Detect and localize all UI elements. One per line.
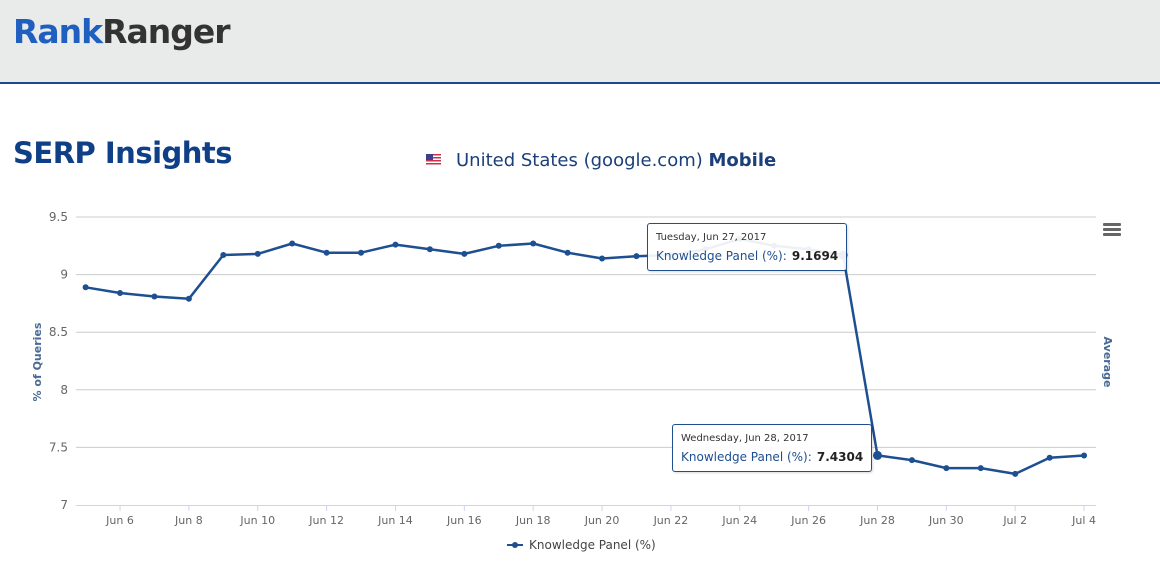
location-label: United States (google.com) — [456, 150, 703, 171]
tooltip-series: Knowledge Panel (%): — [656, 249, 787, 263]
logo-ranger: Ranger — [102, 12, 230, 51]
data-point — [254, 250, 261, 257]
data-point — [495, 242, 502, 249]
x-tick-label: Jul 4 — [1071, 514, 1096, 527]
data-point — [151, 293, 158, 300]
device-label: Mobile — [708, 150, 777, 171]
logo-rank: Rank — [13, 12, 103, 51]
x-tick-label: Jun 26 — [790, 514, 826, 527]
tooltip-value: 7.4304 — [816, 450, 864, 464]
data-point — [1046, 454, 1053, 461]
data-point — [392, 241, 399, 248]
x-tick-label: Jun 30 — [928, 514, 964, 527]
hamburger-menu-icon[interactable] — [1103, 223, 1121, 237]
y-tick-label: 9 — [60, 268, 68, 282]
x-tick-label: Jun 10 — [239, 514, 275, 527]
line-chart: 7 7.5 8 8.5 9 9.5 Jun 6 Jun 8 Jun 10 Jun 12 Jun 1… — [31, 210, 1114, 527]
series-line — [85, 237, 1085, 476]
y-tick-label: 9.5 — [49, 210, 68, 224]
data-point — [872, 450, 882, 460]
data-point — [461, 250, 468, 257]
data-point — [633, 253, 640, 260]
us-flag-icon — [426, 154, 441, 165]
x-axis: Jun 6 Jun 8 Jun 10 Jun 12 Jun 14 Jun 16 Jun 18… — [76, 505, 1096, 527]
tooltip-value: 9.1694 — [791, 249, 839, 263]
data-point — [185, 295, 192, 302]
x-tick-label: Jul 2 — [1002, 514, 1027, 527]
data-point — [82, 284, 89, 291]
header-bar: RankRanger — [0, 0, 1160, 84]
x-tick-label: Jun 12 — [308, 514, 344, 527]
series-knowledge-panel — [82, 235, 1088, 477]
x-tick-label: Jun 22 — [653, 514, 689, 527]
y-axis-title-right: Average — [1101, 337, 1114, 388]
data-point — [220, 252, 227, 259]
data-point — [977, 465, 984, 472]
tooltip-date: Tuesday, Jun 27, 2017 — [656, 232, 767, 243]
tooltip-date: Wednesday, Jun 28, 2017 — [681, 433, 809, 444]
grid-lines — [76, 216, 1096, 448]
rankranger-logo[interactable]: RankRanger — [13, 12, 231, 51]
y-tick-label: 8 — [60, 383, 68, 397]
x-tick-label: Jun 20 — [584, 514, 620, 527]
data-point — [1081, 452, 1088, 459]
y-axis-title: % of Queries — [31, 322, 44, 401]
data-point — [908, 457, 915, 464]
legend-item-knowledge-panel[interactable]: Knowledge Panel (%) — [507, 538, 656, 552]
y-tick-label: 8.5 — [49, 325, 68, 339]
data-point — [1012, 470, 1019, 477]
x-tick-label: Jun 28 — [859, 514, 895, 527]
x-tick-label: Jun 14 — [377, 514, 413, 527]
data-point — [599, 255, 606, 262]
data-point — [530, 240, 537, 247]
y-tick-label: 7 — [60, 498, 68, 512]
data-point — [323, 249, 330, 256]
x-tick-label: Jun 16 — [446, 514, 482, 527]
data-point — [564, 249, 571, 256]
y-axis-ticks: 7 7.5 8 8.5 9 9.5 — [49, 210, 68, 512]
x-tick-label: Jun 18 — [515, 514, 551, 527]
data-point — [426, 246, 433, 253]
data-point — [117, 290, 124, 297]
x-tick-label: Jun 24 — [721, 514, 757, 527]
x-tick-label: Jun 8 — [174, 514, 203, 527]
legend-label: Knowledge Panel (%) — [529, 538, 656, 552]
tooltip-series: Knowledge Panel (%): — [681, 450, 812, 464]
data-point — [943, 465, 950, 472]
x-tick-label: Jun 6 — [105, 514, 134, 527]
tooltip-jun-27: Tuesday, Jun 27, 2017 Knowledge Panel (%… — [647, 223, 848, 271]
chart-subtitle: United States (google.com) Mobile — [426, 150, 776, 171]
y-tick-label: 7.5 — [49, 440, 68, 454]
data-point — [289, 240, 296, 247]
tooltip-jun-28: Wednesday, Jun 28, 2017 Knowledge Panel … — [672, 424, 873, 472]
page-title: SERP Insights — [13, 136, 233, 170]
data-point — [358, 249, 365, 256]
legend-line-marker-icon — [507, 540, 523, 550]
